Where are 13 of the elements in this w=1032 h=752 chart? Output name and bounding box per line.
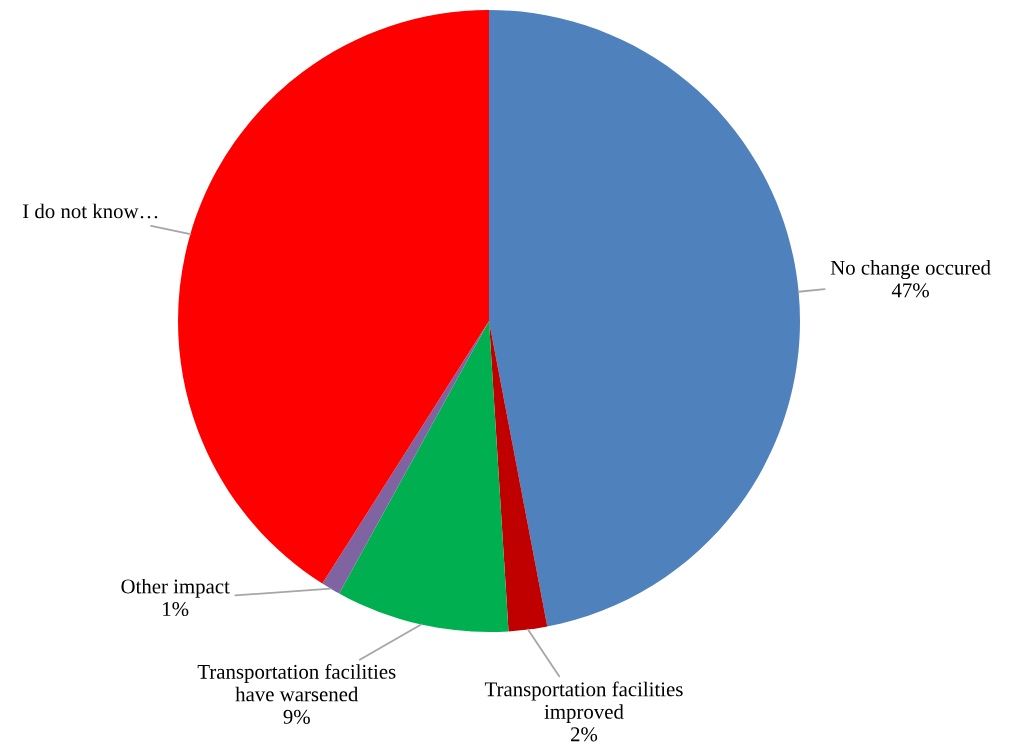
slice-label: No change occured	[830, 260, 991, 280]
slice-label: I do not know…	[23, 203, 158, 219]
data-label: 47%	[891, 283, 929, 298]
pie-slice	[489, 321, 548, 632]
data-label: 1%	[163, 601, 189, 617]
data-label: 9%	[283, 709, 310, 724]
data-label: 2%	[570, 727, 598, 742]
slice-label: Transportation facilities have warsened	[197, 663, 396, 702]
slice-label: Other impact	[121, 578, 230, 598]
slice-label: Transportation facilities improved	[484, 681, 683, 724]
pie-slice	[489, 10, 800, 627]
pie-slice	[339, 321, 509, 632]
pie-slice	[322, 321, 489, 594]
